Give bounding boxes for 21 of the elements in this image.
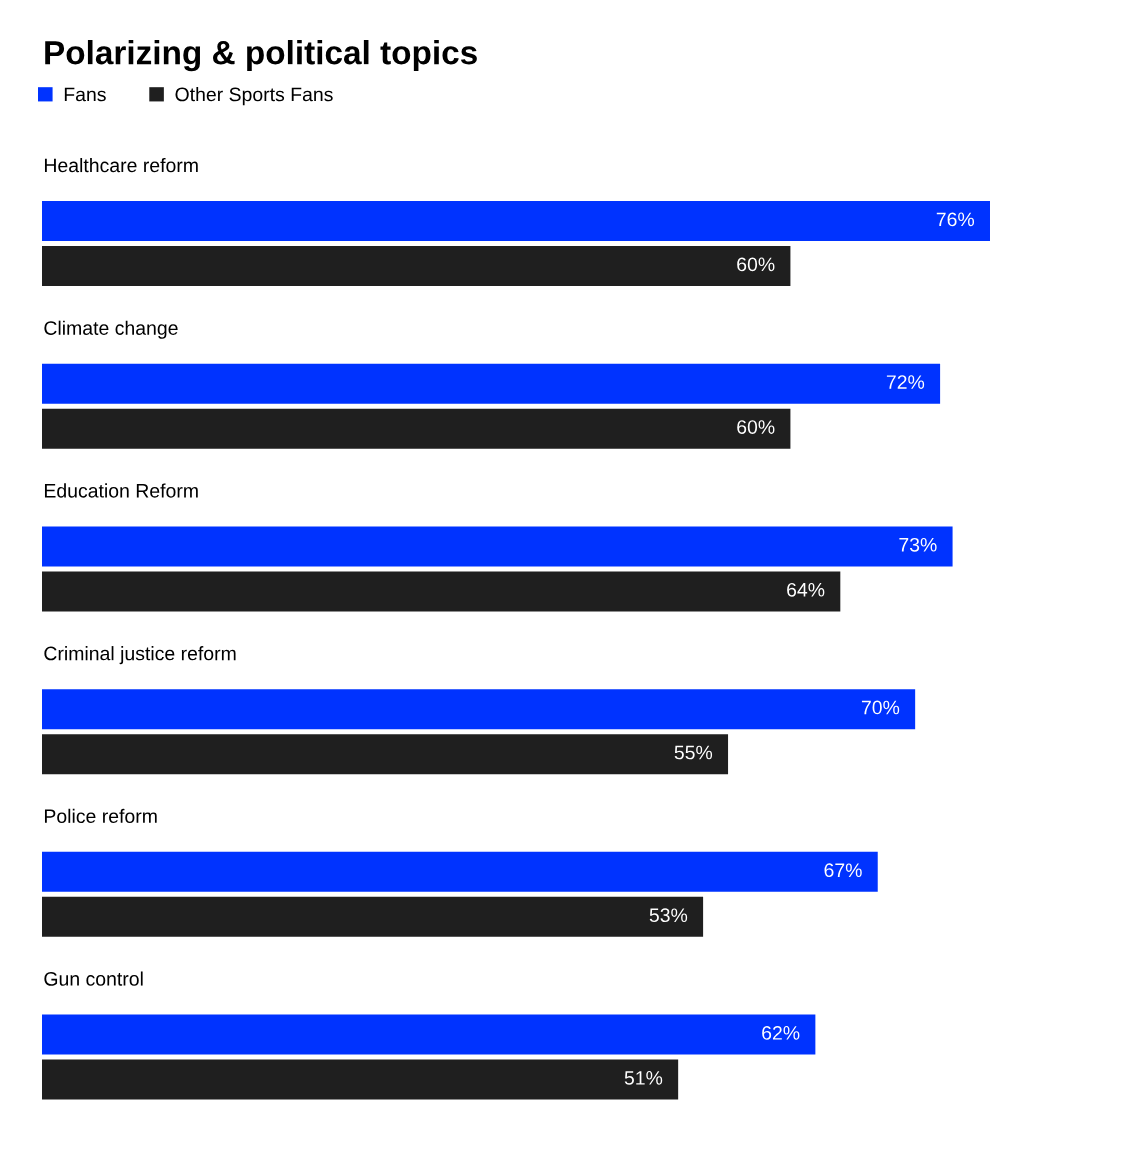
data-label: 64% (787, 582, 825, 597)
data-label: 60% (737, 420, 775, 434)
y-tick-label: Gun control (44, 971, 143, 986)
data-label: 55% (674, 745, 713, 760)
y-tick-label: Criminal justice reform (44, 646, 236, 665)
chart-title: Polarizing & political topics (45, 40, 477, 72)
data-label: 72% (886, 375, 925, 389)
y-tick-label: Climate change (44, 320, 178, 339)
data-label: 70% (861, 700, 900, 715)
data-label: 60% (737, 257, 775, 272)
legend-label: Other Sports Fans (175, 87, 333, 106)
data-label: 67% (824, 863, 862, 878)
y-tick-label: Education Reform (44, 483, 198, 498)
data-label: 73% (899, 537, 937, 552)
y-tick-label: Healthcare reform (44, 157, 198, 173)
data-label: 53% (649, 908, 688, 923)
data-label: 62% (762, 1026, 800, 1040)
legend-label: Fans (64, 87, 106, 102)
data-label: 76% (936, 212, 975, 227)
data-label: 51% (624, 1071, 663, 1085)
y-tick-label: Police reform (44, 808, 157, 824)
